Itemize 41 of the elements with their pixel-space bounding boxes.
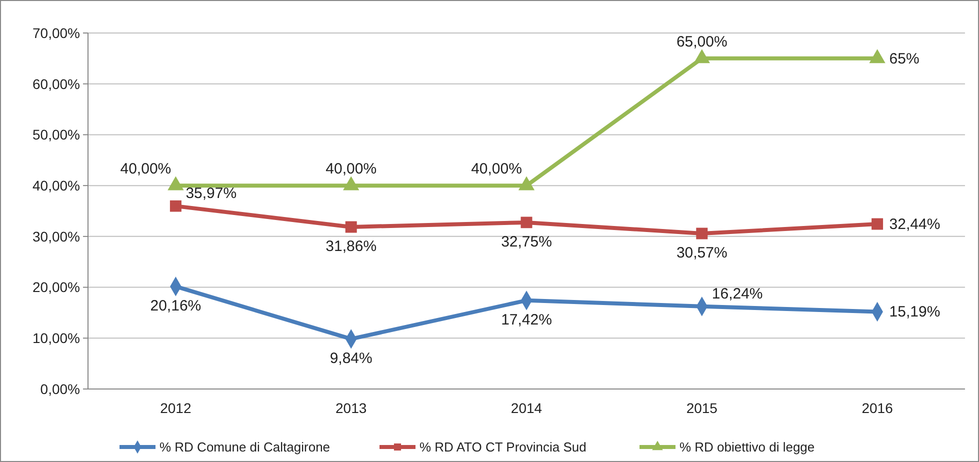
legend-label: % RD obiettivo di legge — [680, 440, 815, 455]
point — [872, 218, 884, 230]
x-tick-label: 2016 — [862, 400, 894, 416]
data-label: 20,16% — [150, 297, 202, 314]
x-tick-label: 2014 — [510, 400, 542, 416]
data-label: 31,86% — [326, 238, 377, 255]
data-label: 65% — [889, 50, 920, 68]
data-label: 9,84% — [330, 350, 372, 367]
x-tick-label: 2015 — [686, 400, 718, 416]
y-tick-label: 40,00% — [32, 177, 80, 194]
point — [343, 176, 359, 190]
point — [170, 200, 182, 212]
y-tick-label: 30,00% — [32, 228, 80, 244]
point — [168, 176, 184, 190]
y-tick-label: 60,00% — [32, 76, 80, 92]
data-label: 40,00% — [120, 160, 172, 178]
legend-label: % RD Comune di Caltagirone — [160, 440, 330, 455]
x-tick-label: 2012 — [160, 400, 192, 416]
data-label: 30,57% — [676, 244, 728, 262]
y-tick-label: 50,00% — [32, 126, 80, 143]
data-label: 65,00% — [676, 33, 728, 50]
data-label: 40,00% — [471, 160, 522, 178]
point — [520, 216, 532, 228]
point — [518, 176, 534, 190]
data-label: 40,00% — [326, 160, 377, 178]
data-label: 32,75% — [501, 233, 552, 250]
point — [345, 221, 357, 233]
x-tick-label: 2013 — [336, 400, 367, 416]
point — [870, 50, 886, 64]
data-label: 35,97% — [186, 185, 237, 202]
y-tick-label: 0,00% — [40, 380, 80, 397]
point — [694, 50, 710, 64]
y-tick-label: 70,00% — [32, 24, 80, 41]
legend-label: % RD ATO CT Provincia Sud — [420, 440, 586, 455]
y-tick-label: 20,00% — [32, 279, 80, 296]
data-label: 32,44% — [889, 216, 940, 234]
data-label: 16,24% — [712, 285, 763, 302]
y-tick-label: 10,00% — [32, 330, 80, 346]
data-label: 15,19% — [889, 304, 940, 321]
point — [696, 228, 708, 240]
data-label: 17,42% — [501, 311, 552, 328]
